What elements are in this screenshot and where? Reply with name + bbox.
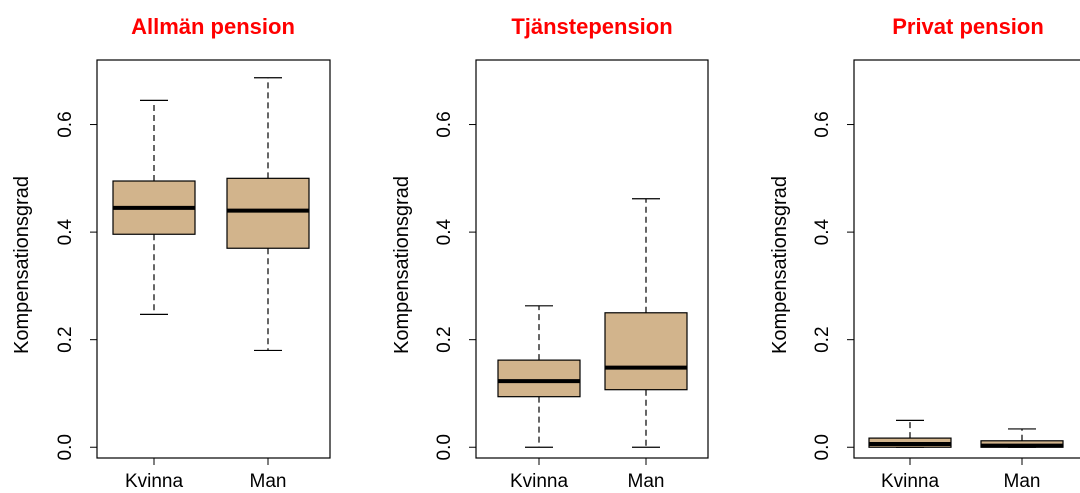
y-tick-label: 0.4 [812, 218, 833, 245]
iqr-box [497, 359, 581, 398]
chart-panel-2: Tjänstepension Kompensationsgrad 0.0 0.2 0.4… [391, 14, 709, 492]
y-tick-label: 0.6 [434, 111, 455, 137]
chart-panel-3: Privat pension Kompensationsgrad 0.0 0.2 0.4… [769, 14, 1080, 492]
iqr-box [226, 177, 310, 249]
panel-title: Allmän pension [131, 14, 295, 39]
panel-title: Tjänstepension [511, 14, 672, 39]
y-tick-label: 0.4 [434, 218, 455, 245]
x-tick-label: Kvinna [125, 471, 184, 492]
x-tick-label: Kvinna [510, 471, 569, 492]
y-tick-label: 0.6 [55, 111, 76, 137]
plot-frame [96, 59, 331, 459]
y-tick-label: 0.0 [812, 434, 833, 460]
iqr-box [604, 312, 688, 391]
y-tick-label: 0.0 [434, 434, 455, 460]
box-kvinna [868, 419, 952, 448]
y-tick-label: 0.6 [812, 111, 833, 137]
x-tick-label: Kvinna [881, 471, 940, 492]
x-tick-label: Man [250, 471, 287, 492]
y-tick-label: 0.0 [55, 434, 76, 460]
box-man [604, 198, 688, 448]
box-kvinna [112, 99, 196, 315]
box-kvinna [497, 305, 581, 448]
y-axis-label: Kompensationsgrad [769, 176, 791, 354]
y-tick-label: 0.4 [55, 218, 76, 245]
y-axis-label: Kompensationsgrad [391, 176, 413, 354]
panel-title: Privat pension [892, 14, 1044, 39]
x-tick-label: Man [1004, 471, 1041, 492]
plot-frame [853, 59, 1080, 459]
x-tick-label: Man [628, 471, 665, 492]
box-man [226, 77, 310, 352]
y-tick-label: 0.2 [55, 326, 76, 352]
chart-panel-1: Allmän pension Kompensationsgrad 0.0 0.2 0.4… [11, 14, 331, 492]
y-tick-label: 0.2 [812, 326, 833, 352]
y-tick-label: 0.2 [434, 326, 455, 352]
plot-frame [475, 59, 709, 459]
box-man [980, 428, 1064, 448]
y-axis-label: Kompensationsgrad [11, 176, 33, 354]
